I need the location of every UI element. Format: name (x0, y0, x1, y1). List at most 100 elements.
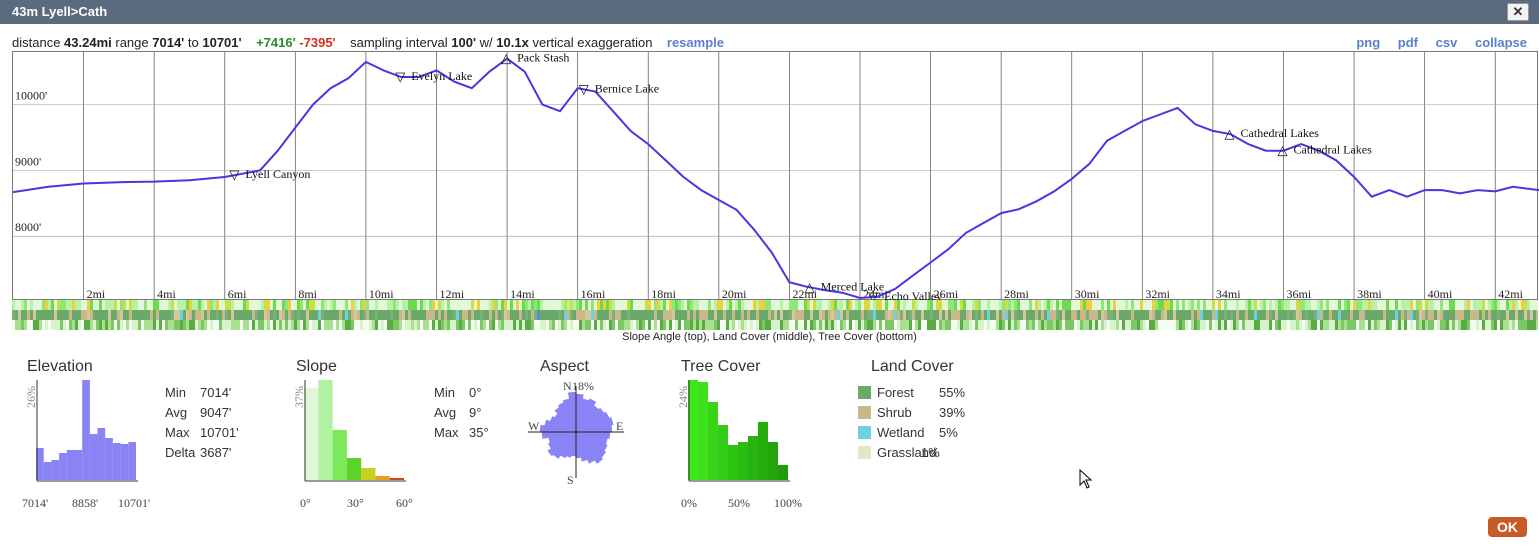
land-strip-cell (774, 310, 777, 320)
resample-link[interactable]: resample (666, 35, 724, 50)
tree-strip-cell (1074, 320, 1077, 330)
land-strip-cell (1029, 310, 1032, 320)
png-link[interactable]: png (1356, 35, 1381, 50)
land-strip-cell (1260, 310, 1263, 320)
tree-strip-cell (171, 320, 174, 330)
land-strip-cell (927, 310, 930, 320)
slope-strip-cell (1149, 300, 1152, 310)
histogram-bar (768, 442, 778, 480)
land-strip-cell (1002, 310, 1005, 320)
slope-strip-cell (594, 300, 597, 310)
tree-strip-cell (99, 320, 102, 330)
land-strip-cell (213, 310, 216, 320)
land-strip-cell (114, 310, 117, 320)
slope-strip-cell (339, 300, 342, 310)
slope-strip-cell (801, 300, 804, 310)
tree-strip-cell (804, 320, 807, 330)
tree-strip-cell (756, 320, 759, 330)
land-strip-cell (426, 310, 429, 320)
slope-strip-cell (699, 300, 702, 310)
slope-strip-cell (369, 300, 372, 310)
collapse-link[interactable]: collapse (1474, 35, 1527, 50)
tree-strip-cell (450, 320, 453, 330)
tree-strip-cell (156, 320, 159, 330)
land-strip-cell (1194, 310, 1197, 320)
tree-strip-cell (345, 320, 348, 330)
slope-strip-cell (1398, 300, 1401, 310)
land-strip-cell (69, 310, 72, 320)
mouse-cursor-icon (1079, 469, 1093, 489)
tree-strip-cell (330, 320, 333, 330)
forest-swatch (858, 386, 871, 399)
slope-strip-cell (591, 300, 594, 310)
slope-strip-cell (885, 300, 888, 310)
ok-button[interactable]: OK (1488, 517, 1527, 537)
elevation-profile-chart[interactable]: 2mi 4mi 6mi 8mi 10mi 12mi 14mi 16mi 18mi 20mi 22mi… (12, 51, 1539, 304)
slope-strip-cell (1146, 300, 1149, 310)
tree-strip-cell (630, 320, 633, 330)
tree-strip-cell (1152, 320, 1155, 330)
land-strip-cell (453, 310, 456, 320)
slope-strip-cell (1242, 300, 1245, 310)
x-tick-label: 38mi (1357, 287, 1382, 301)
land-strip-cell (1221, 310, 1224, 320)
land-strip-cell (285, 310, 288, 320)
slope-strip-cell (1167, 300, 1170, 310)
slope-strip-cell (1380, 300, 1383, 310)
land-strip-cell (258, 310, 261, 320)
land-strip-cell (1053, 310, 1056, 320)
slope-strip-cell (909, 300, 912, 310)
slope-strip-cell (1113, 300, 1116, 310)
tree-strip-cell (1458, 320, 1461, 330)
land-strip-cell (1125, 310, 1128, 320)
tree-strip-cell (1035, 320, 1038, 330)
land-strip-cell (801, 310, 804, 320)
tree-strip-cell (372, 320, 375, 330)
land-strip-cell (1314, 310, 1317, 320)
land-strip-cell (672, 310, 675, 320)
shrub-pct: 39% (939, 405, 966, 420)
land-strip-cell (711, 310, 714, 320)
slope-strip-cell (939, 300, 942, 310)
land-strip-cell (1188, 310, 1191, 320)
tree-strip-cell (1215, 320, 1218, 330)
slope-strip-cell (1038, 300, 1041, 310)
land-strip-cell (534, 310, 537, 320)
slope-strip-cell (360, 300, 363, 310)
slope-strip-cell (261, 300, 264, 310)
slope-strip-cell (981, 300, 984, 310)
slope-strip-cell (1197, 300, 1200, 310)
land-strip-cell (798, 310, 801, 320)
slope-strip-cell (789, 300, 792, 310)
histogram-bar (51, 460, 60, 480)
tree-strip-cell (1341, 320, 1344, 330)
close-icon[interactable]: ✕ (1507, 3, 1529, 21)
slope-strip-cell (351, 300, 354, 310)
land-strip-cell (702, 310, 705, 320)
csv-link[interactable]: csv (1435, 35, 1458, 50)
tree-strip-cell (1059, 320, 1062, 330)
slope-strip-cell (1470, 300, 1473, 310)
tree-strip-cell (285, 320, 288, 330)
tree-strip-cell (1350, 320, 1353, 330)
tree-strip-cell (741, 320, 744, 330)
tree-strip-cell (1236, 320, 1239, 330)
land-strip-cell (1017, 310, 1020, 320)
slope-strip-cell (486, 300, 489, 310)
tree-strip-cell (1257, 320, 1260, 330)
slope-strip-cell (726, 300, 729, 310)
tree-strip-cell (1197, 320, 1200, 330)
land-strip-cell (1167, 310, 1170, 320)
slope-strip-cell (408, 300, 411, 310)
slope-strip-cell (288, 300, 291, 310)
land-strip-cell (555, 310, 558, 320)
tree-strip-cell (234, 320, 237, 330)
land-strip-cell (1245, 310, 1248, 320)
slope-strip-cell (588, 300, 591, 310)
land-strip-cell (75, 310, 78, 320)
land-strip-cell (1449, 310, 1452, 320)
land-strip-cell (270, 310, 273, 320)
slope-strip-cell (756, 300, 759, 310)
pdf-link[interactable]: pdf (1397, 35, 1419, 50)
land-strip-cell (393, 310, 396, 320)
